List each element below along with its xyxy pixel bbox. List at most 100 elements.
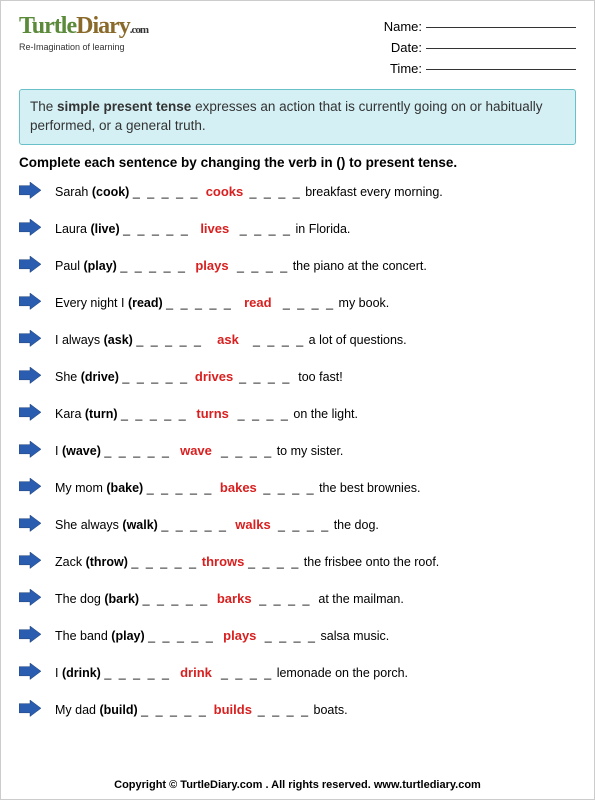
sentence-post: on the light.	[290, 407, 358, 421]
verb-prompt: (cook)	[92, 185, 130, 199]
sentence-text: Zack (throw) _ _ _ _ _throws_ _ _ _ the …	[55, 554, 439, 569]
sentence-pre: My mom	[55, 481, 106, 495]
sentence-item: Sarah (cook) _ _ _ _ _cooks_ _ _ _ break…	[19, 182, 576, 200]
answer: turns	[188, 406, 238, 421]
verb-prompt: (build)	[99, 703, 137, 717]
blank-left: _ _ _ _ _	[136, 333, 203, 347]
blank-left: _ _ _ _ _	[148, 629, 215, 643]
intro-box: The simple present tense expresses an ac…	[19, 89, 576, 145]
blank-left: _ _ _ _ _	[122, 370, 189, 384]
sentence-item: Every night I (read) _ _ _ _ _read_ _ _ …	[19, 293, 576, 311]
sentence-item: The band (play) _ _ _ _ _plays_ _ _ _ sa…	[19, 626, 576, 644]
sentence-item: The dog (bark) _ _ _ _ _barks_ _ _ _ at …	[19, 589, 576, 607]
blank-left: _ _ _ _ _	[161, 518, 228, 532]
verb-prompt: (ask)	[104, 333, 133, 347]
arrow-icon	[19, 219, 41, 237]
sentence-pre: She	[55, 370, 81, 384]
blank-right: _ _ _ _	[221, 666, 273, 680]
sentence-item: I (wave) _ _ _ _ _wave_ _ _ _ to my sist…	[19, 441, 576, 459]
sentence-text: I (drink) _ _ _ _ _drink_ _ _ _ lemonade…	[55, 665, 408, 680]
intro-pre: The	[30, 99, 57, 114]
answer: plays	[187, 258, 237, 273]
sentence-pre: I	[55, 666, 62, 680]
sentence-text: The band (play) _ _ _ _ _plays_ _ _ _ sa…	[55, 628, 389, 643]
verb-prompt: (drink)	[62, 666, 101, 680]
sentence-item: I (drink) _ _ _ _ _drink_ _ _ _ lemonade…	[19, 663, 576, 681]
arrow-icon	[19, 478, 41, 496]
logo-dotcom: .com	[130, 24, 148, 36]
sentence-post: lemonade on the porch.	[273, 666, 408, 680]
arrow-icon	[19, 589, 41, 607]
sentence-item: My mom (bake) _ _ _ _ _bakes_ _ _ _ the …	[19, 478, 576, 496]
sentence-pre: The dog	[55, 592, 104, 606]
blank-right: _ _ _ _	[283, 296, 335, 310]
arrow-icon	[19, 626, 41, 644]
verb-prompt: (live)	[90, 222, 119, 236]
sentence-text: She (drive) _ _ _ _ _drives_ _ _ _ too f…	[55, 369, 343, 384]
sentence-post: the best brownies.	[316, 481, 421, 495]
verb-prompt: (bake)	[106, 481, 143, 495]
sentence-post: the dog.	[330, 518, 379, 532]
answer: lives	[190, 221, 240, 236]
sentence-text: I always (ask) _ _ _ _ _ask_ _ _ _ a lot…	[55, 332, 407, 347]
sentence-post: at the mailman.	[311, 592, 403, 606]
footer: Copyright © TurtleDiary.com . All rights…	[1, 779, 594, 791]
sentence-post: to my sister.	[273, 444, 343, 458]
verb-prompt: (play)	[84, 259, 117, 273]
sentence-item: Zack (throw) _ _ _ _ _throws_ _ _ _ the …	[19, 552, 576, 570]
sentence-text: She always (walk) _ _ _ _ _walks_ _ _ _ …	[55, 517, 379, 532]
arrow-icon	[19, 552, 41, 570]
sentence-pre: She always	[55, 518, 122, 532]
answer: walks	[228, 517, 278, 532]
sentence-post: the piano at the concert.	[289, 259, 427, 273]
blank-left: _ _ _ _ _	[120, 259, 187, 273]
blank-right: _ _ _ _	[253, 333, 305, 347]
answer: barks	[209, 591, 259, 606]
answer: drink	[171, 665, 221, 680]
arrow-icon	[19, 404, 41, 422]
name-line: Name:	[384, 17, 576, 38]
blank-right: _ _ _ _	[237, 259, 289, 273]
blank-right: _ _ _ _	[263, 481, 315, 495]
verb-prompt: (bark)	[104, 592, 139, 606]
sentence-post: too fast!	[291, 370, 342, 384]
sentence-text: My dad (build) _ _ _ _ _builds_ _ _ _ bo…	[55, 702, 348, 717]
sentence-text: I (wave) _ _ _ _ _wave_ _ _ _ to my sist…	[55, 443, 343, 458]
arrow-icon	[19, 293, 41, 311]
blank-left: _ _ _ _ _	[166, 296, 233, 310]
sentence-text: Laura (live) _ _ _ _ _lives_ _ _ _ in Fl…	[55, 221, 350, 236]
arrow-icon	[19, 663, 41, 681]
sentence-item: Kara (turn) _ _ _ _ _turns_ _ _ _ on the…	[19, 404, 576, 422]
verb-prompt: (turn)	[85, 407, 118, 421]
logo-tagline: Re-Imagination of learning	[19, 42, 148, 52]
blank-left: _ _ _ _ _	[104, 666, 171, 680]
blank-left: _ _ _ _ _	[133, 185, 200, 199]
logo-part1: Turtle	[19, 13, 76, 39]
header: TurtleDiary.com Re-Imagination of learni…	[19, 13, 576, 79]
answer: builds	[208, 702, 258, 717]
blank-right: _ _ _ _	[221, 444, 273, 458]
verb-prompt: (drive)	[81, 370, 119, 384]
blank-right: _ _ _ _	[238, 407, 290, 421]
arrow-icon	[19, 515, 41, 533]
sentence-item: I always (ask) _ _ _ _ _ask_ _ _ _ a lot…	[19, 330, 576, 348]
sentence-item: My dad (build) _ _ _ _ _builds_ _ _ _ bo…	[19, 700, 576, 718]
items-list: Sarah (cook) _ _ _ _ _cooks_ _ _ _ break…	[19, 182, 576, 718]
sentence-pre: Laura	[55, 222, 90, 236]
arrow-icon	[19, 182, 41, 200]
time-line: Time:	[384, 59, 576, 80]
blank-left: _ _ _ _ _	[141, 703, 208, 717]
sentence-item: She always (walk) _ _ _ _ _walks_ _ _ _ …	[19, 515, 576, 533]
sentence-pre: Sarah	[55, 185, 92, 199]
instruction: Complete each sentence by changing the v…	[19, 155, 576, 170]
sentence-post: in Florida.	[292, 222, 350, 236]
sentence-pre: Every night I	[55, 296, 128, 310]
sentence-text: Sarah (cook) _ _ _ _ _cooks_ _ _ _ break…	[55, 184, 443, 199]
blank-left: _ _ _ _ _	[131, 555, 198, 569]
blank-right: _ _ _ _	[259, 592, 311, 606]
sentence-post: boats.	[310, 703, 348, 717]
arrow-icon	[19, 330, 41, 348]
sentence-post: my book.	[335, 296, 389, 310]
blank-right: _ _ _ _	[248, 555, 300, 569]
arrow-icon	[19, 256, 41, 274]
